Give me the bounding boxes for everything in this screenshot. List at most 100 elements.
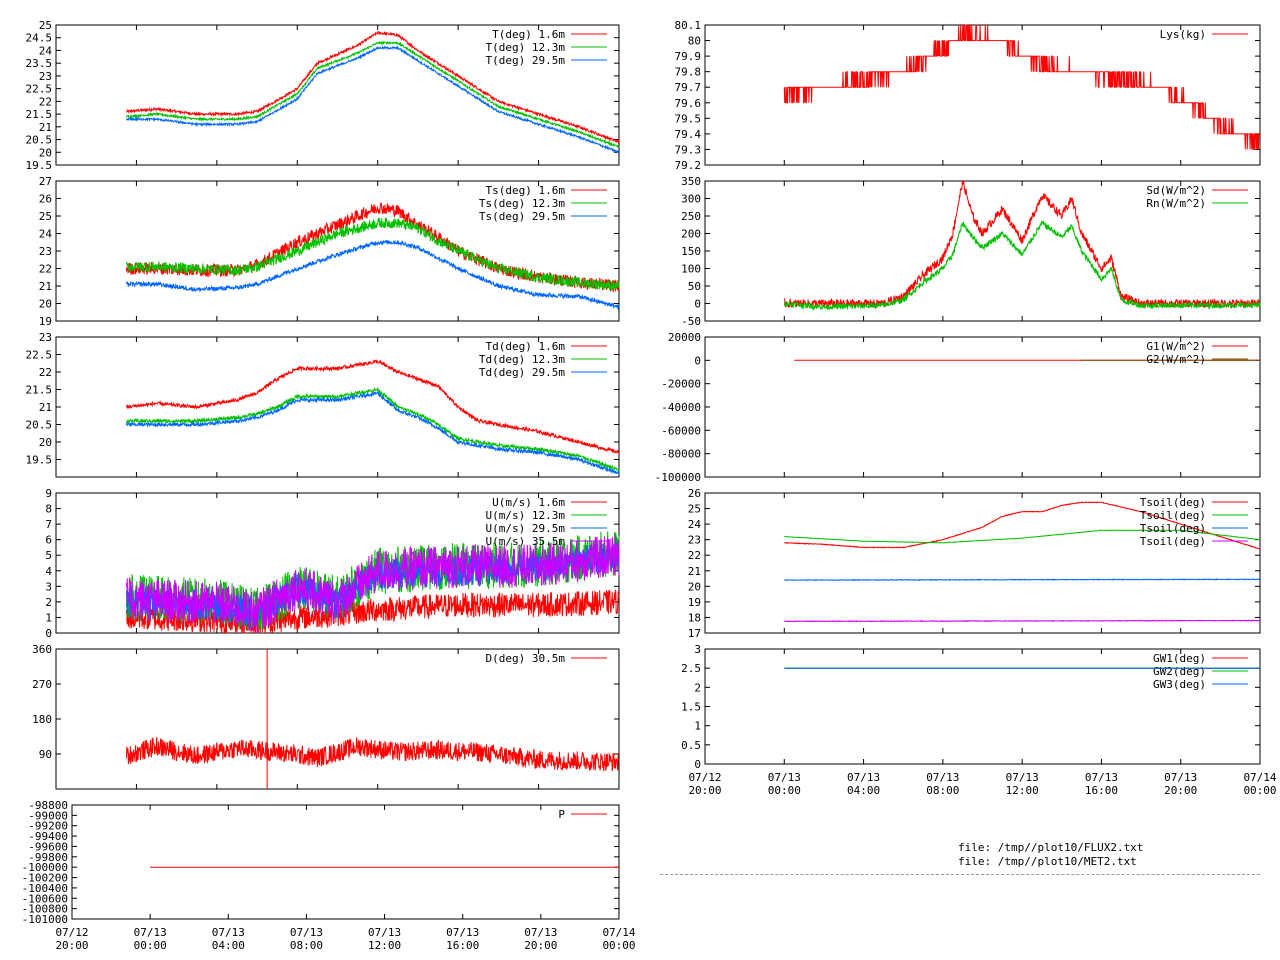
y-tick-label: 100 xyxy=(681,263,701,276)
series-line xyxy=(125,217,620,291)
y-tick-label: 20 xyxy=(39,298,52,311)
series-line xyxy=(125,391,620,477)
y-tick-label: 21.5 xyxy=(26,108,53,121)
y-tick-label: -100800 xyxy=(22,903,68,916)
y-tick-label: 20 xyxy=(688,580,701,593)
legend-label: Td(deg) 12.3m xyxy=(479,353,565,366)
x-tick-label: 20:00 xyxy=(55,939,88,952)
y-tick-label: 18 xyxy=(688,611,701,624)
series-line xyxy=(125,359,620,454)
y-tick-label: -98800 xyxy=(28,799,68,812)
y-tick-label: -100400 xyxy=(22,882,68,895)
legend-label: Td(deg) 29.5m xyxy=(479,366,565,379)
legend-label: Tsoil(deg) xyxy=(1140,535,1206,548)
legend-label: Tsoil(deg) xyxy=(1140,522,1206,535)
chart-ground-flux: 20000 0 -20000 -40000 -60000 -80000 -100000 G1(… xyxy=(655,331,1261,484)
x-tick-label: 04:00 xyxy=(212,939,245,952)
y-tick-label: 300 xyxy=(681,193,701,206)
y-tick-label: 25 xyxy=(688,503,701,516)
legend-label: Tsoil(deg) xyxy=(1140,509,1206,522)
y-tick-label: 19 xyxy=(39,315,52,328)
x-tick-label: 07/13 xyxy=(524,926,557,939)
legend-label: D(deg) 30.5m xyxy=(486,652,566,665)
y-tick-label: 4 xyxy=(45,565,52,578)
y-tick-label: 2 xyxy=(694,681,701,694)
y-tick-label: 200 xyxy=(681,228,701,241)
y-tick-label: 21 xyxy=(39,121,52,134)
y-tick-label: 79.5 xyxy=(675,112,702,125)
y-tick-label: 270 xyxy=(32,678,52,691)
y-tick-label: 22 xyxy=(688,549,701,562)
y-tick-label: 79.3 xyxy=(675,143,702,156)
x-tick-label: 20:00 xyxy=(688,784,721,797)
y-tick-label: -100600 xyxy=(22,892,68,905)
y-tick-label: 0 xyxy=(45,627,52,640)
y-tick-label: 7 xyxy=(45,518,52,531)
legend-label: T(deg) 29.5m xyxy=(486,54,566,67)
series-line xyxy=(783,619,1261,623)
legend-label: T(deg) 1.6m xyxy=(492,28,565,41)
y-tick-label: 1.5 xyxy=(681,701,701,714)
legend-label: G1(W/m^2) xyxy=(1146,340,1206,353)
plot-frame xyxy=(71,804,620,920)
y-tick-label: 26 xyxy=(688,487,701,500)
x-tick-label: 07/13 xyxy=(768,771,801,784)
y-tick-label: 22.5 xyxy=(26,83,53,96)
y-tick-label: -50 xyxy=(681,315,701,328)
y-tick-label: 90 xyxy=(39,748,52,761)
x-tick-label: 00:00 xyxy=(1243,784,1276,797)
x-tick-label: 07/13 xyxy=(926,771,959,784)
x-tick-label: 16:00 xyxy=(446,939,479,952)
series-line xyxy=(783,180,1261,309)
y-tick-label: 0 xyxy=(694,758,701,771)
legend-label: G2(W/m^2) xyxy=(1146,353,1206,366)
series-line xyxy=(125,387,620,474)
y-tick-label: 21 xyxy=(39,401,52,414)
y-tick-label: -99400 xyxy=(28,830,68,843)
y-tick-label: 250 xyxy=(681,210,701,223)
y-tick-label: 0.5 xyxy=(681,739,701,752)
chart-groundwater: 3 2.5 2 1.5 1 0.5 0 GW1(deg)GW2(deg)GW3(deg) 07/… xyxy=(681,643,1277,797)
chart-soil-temperature: 26252423222120191817Tsoil(deg)Tsoil(deg)… xyxy=(688,487,1261,640)
x-tick-label: 20:00 xyxy=(1164,784,1197,797)
y-tick-label: 24 xyxy=(39,44,53,57)
x-tick-label: 07/13 xyxy=(1164,771,1197,784)
legend-label: Td(deg) 1.6m xyxy=(486,340,566,353)
x-tick-label: 00:00 xyxy=(768,784,801,797)
legend-label: Lys(kg) xyxy=(1160,28,1206,41)
y-tick-label: 350 xyxy=(681,175,701,188)
y-tick-label: 23 xyxy=(39,70,52,83)
y-tick-label: 79.6 xyxy=(675,97,702,110)
legend-label: U(m/s) 1.6m xyxy=(492,496,565,509)
y-tick-label: 20.5 xyxy=(26,134,53,147)
y-tick-label: 20000 xyxy=(668,331,701,344)
x-tick-label: 16:00 xyxy=(1085,784,1118,797)
y-tick-label: -100000 xyxy=(22,861,68,874)
series-line xyxy=(784,578,1261,582)
chart-radiation: 350 300 250 200 150 100 50 0 -50 Sd(W/m^2)Rn(W/m^… xyxy=(681,175,1261,328)
legend-label: Ts(deg) 1.6m xyxy=(486,184,566,197)
x-tick-label: 07/13 xyxy=(446,926,479,939)
y-tick-label: 21 xyxy=(39,280,52,293)
y-tick-label: 180 xyxy=(32,713,52,726)
series-line xyxy=(125,535,620,634)
y-tick-label: -99000 xyxy=(28,809,68,822)
y-tick-label: 19.5 xyxy=(26,159,53,172)
y-tick-label: 22.5 xyxy=(26,349,53,362)
y-tick-label: 2.5 xyxy=(681,662,701,675)
y-tick-label: -99200 xyxy=(28,820,68,833)
y-tick-label: 1 xyxy=(694,720,701,733)
x-tick-label: 07/13 xyxy=(1085,771,1118,784)
y-tick-label: 20 xyxy=(39,436,52,449)
file-info-flux: file: /tmp//plot10/FLUX2.txt xyxy=(958,841,1144,854)
y-tick-label: 22 xyxy=(39,263,52,276)
y-tick-label: 0 xyxy=(694,298,701,311)
file-info-met: file: /tmp//plot10/MET2.txt xyxy=(958,855,1137,868)
x-tick-label: 07/12 xyxy=(688,771,721,784)
y-tick-label: 8 xyxy=(45,503,52,516)
y-tick-label: -99600 xyxy=(28,840,68,853)
y-tick-label: -101000 xyxy=(22,913,68,926)
